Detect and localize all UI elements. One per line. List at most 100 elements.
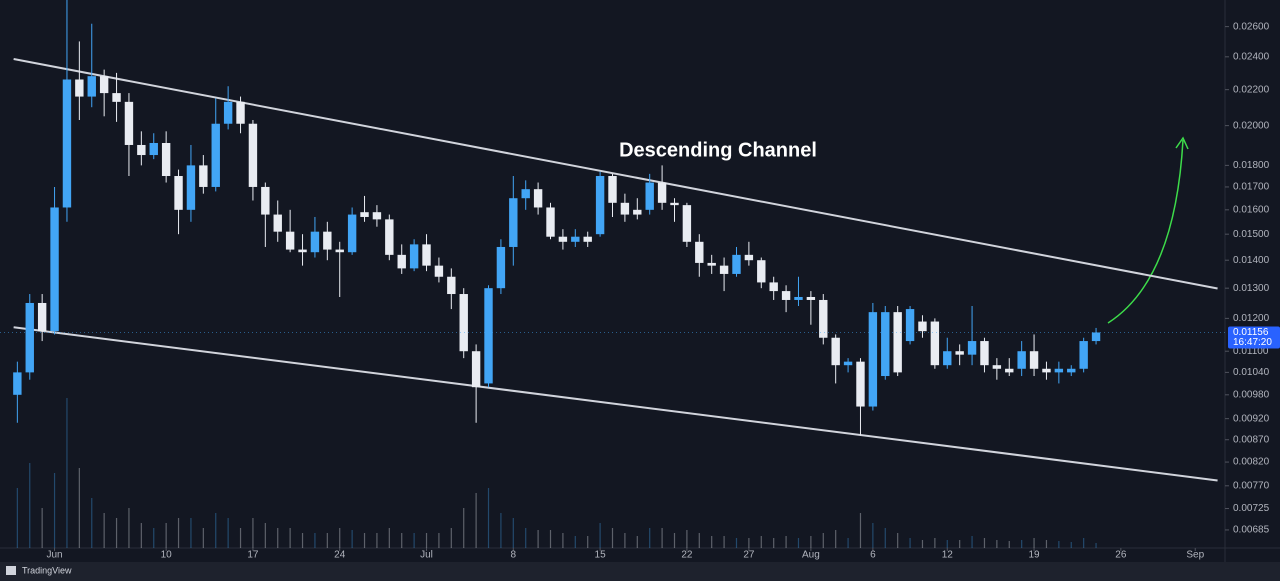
volume-bar — [91, 498, 93, 548]
candle-body — [732, 254, 741, 274]
candle-body — [806, 296, 816, 300]
volume-bar — [810, 536, 812, 548]
candle-body — [149, 142, 158, 156]
arrow-head — [1175, 136, 1189, 150]
candle-body — [199, 165, 208, 187]
candle-body — [769, 282, 778, 292]
volume-bar — [425, 533, 428, 548]
x-tick-label: Jun — [46, 550, 62, 561]
candle-body — [397, 254, 406, 269]
x-tick-label: Sep — [1186, 550, 1204, 561]
candle-body — [347, 214, 357, 253]
candle-body — [248, 123, 258, 187]
arrow — [1107, 139, 1184, 324]
x-tick-label: 26 — [1115, 550, 1127, 561]
x-tick-label: 6 — [870, 550, 876, 561]
y-tick-label: 0.00685 — [1233, 525, 1270, 536]
volume-bar — [413, 533, 415, 548]
candle-body — [484, 288, 493, 384]
candle-body — [1017, 351, 1026, 369]
y-tick-label: 0.00870 — [1233, 434, 1270, 445]
footer-bar — [0, 562, 1280, 581]
candle-body — [409, 244, 419, 269]
volume-bar — [463, 508, 465, 548]
candle-body — [1005, 368, 1014, 373]
volume-bar — [711, 536, 713, 548]
volume-bar — [822, 533, 824, 548]
candle-body — [161, 142, 171, 177]
y-tick-label: 0.01700 — [1233, 182, 1270, 193]
volume-bar — [264, 523, 266, 548]
volume-bar — [1008, 541, 1010, 548]
candle-body — [434, 265, 444, 277]
y-tick-label: 0.00770 — [1233, 480, 1270, 491]
candle-body — [992, 365, 1002, 369]
candle-body — [137, 144, 146, 156]
volume-bar — [884, 528, 886, 548]
annotation: Descending Channel — [619, 139, 817, 161]
volume-bar — [983, 538, 986, 548]
volume-bar — [661, 528, 663, 548]
candle-body — [87, 76, 96, 97]
volume-bar — [339, 528, 341, 548]
volume-bar — [215, 513, 217, 548]
candle-body — [707, 262, 716, 266]
price-label: 0.01156 — [1233, 327, 1269, 338]
volume-bar — [735, 538, 738, 548]
y-tick-label: 0.01100 — [1233, 346, 1269, 357]
candle-body — [670, 202, 679, 206]
volume-bar — [376, 533, 378, 548]
volume-bar — [698, 533, 700, 548]
volume-bar — [587, 536, 589, 548]
volume-bar — [1021, 540, 1023, 548]
volume-bar — [438, 533, 440, 548]
candle-body — [211, 123, 220, 187]
x-tick-label: Jul — [420, 550, 433, 561]
volume-bar — [599, 523, 601, 548]
candle-body — [422, 244, 431, 266]
candle-body — [558, 236, 568, 242]
x-tick-label: 12 — [942, 550, 954, 561]
volume-bar — [611, 528, 614, 548]
x-tick-label: 19 — [1028, 550, 1040, 561]
volume-bar — [78, 468, 80, 548]
volume-bar — [277, 528, 279, 548]
candle-body — [509, 198, 518, 247]
volume-bar — [760, 536, 762, 548]
candle-body — [496, 246, 506, 289]
candle-body — [385, 219, 394, 255]
volume-bar — [29, 463, 31, 548]
volume-bar — [971, 536, 973, 548]
candle-body — [682, 205, 692, 242]
volume-bar — [301, 533, 304, 548]
volume-bar — [1070, 542, 1072, 548]
candle-body — [1091, 332, 1101, 342]
y-tick-label: 0.01800 — [1233, 160, 1270, 171]
candle-body — [1054, 368, 1064, 373]
volume-bar — [500, 513, 502, 548]
y-tick-label: 0.01200 — [1233, 313, 1270, 324]
volume-bar — [537, 530, 539, 548]
volume-bar — [835, 530, 837, 548]
x-tick-label: 24 — [334, 550, 346, 561]
candle-body — [608, 176, 617, 203]
volume-bar — [165, 523, 167, 548]
candle-body — [868, 312, 878, 407]
candle-body — [881, 312, 890, 377]
candle-body — [174, 176, 183, 210]
volume-bar — [1095, 543, 1097, 548]
y-tick-label: 0.00980 — [1233, 389, 1270, 400]
volume-bar — [574, 536, 576, 548]
candle-body — [521, 189, 530, 199]
volume-bar — [252, 518, 254, 548]
volume-bar — [401, 533, 403, 548]
volume-bar — [388, 528, 390, 548]
candle-body — [955, 351, 964, 355]
volume-bar — [41, 508, 43, 548]
candle-body — [1079, 341, 1088, 369]
candle-body — [50, 207, 59, 332]
volume-bar — [153, 528, 155, 548]
candle-body — [620, 202, 630, 215]
